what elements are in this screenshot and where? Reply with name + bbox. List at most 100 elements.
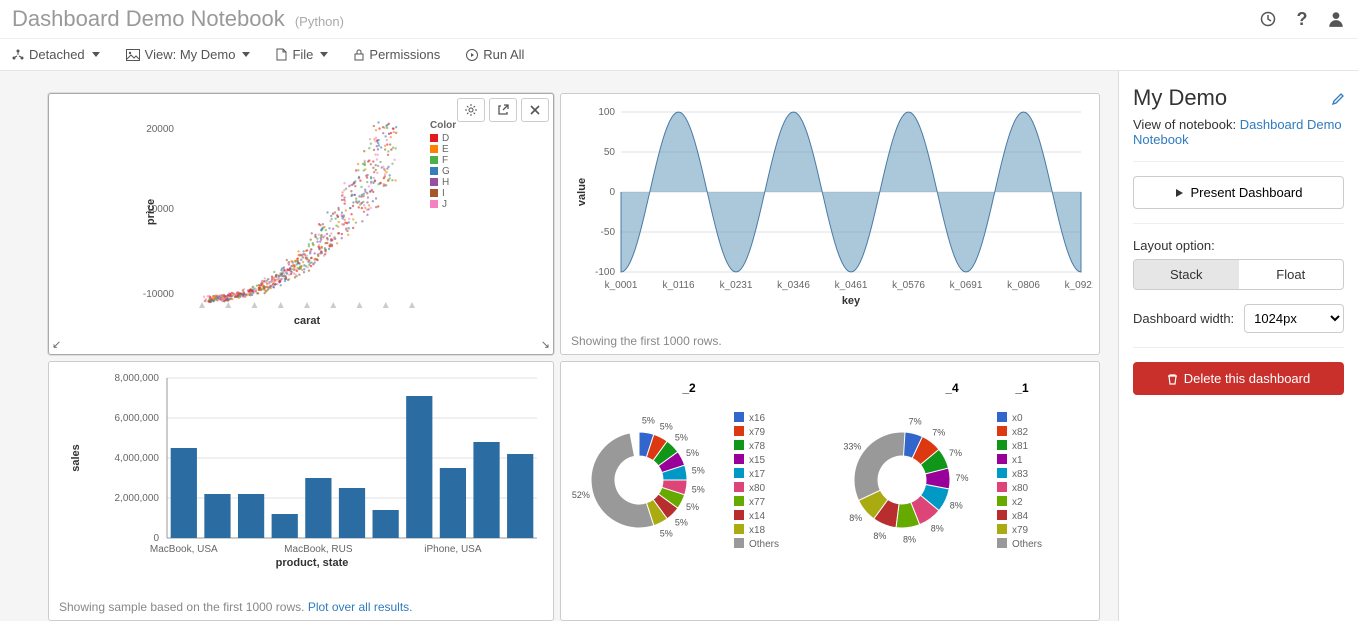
history-icon[interactable] [1258, 9, 1278, 29]
sidebar: My Demo View of notebook: Dashboard Demo… [1118, 71, 1358, 621]
layout-float-button[interactable]: Float [1239, 260, 1344, 289]
resize-handle-sw-icon[interactable]: ↙ [52, 338, 61, 351]
svg-text:E: E [442, 144, 449, 155]
svg-text:7%: 7% [932, 428, 945, 438]
plot-all-link[interactable]: Plot over all results. [308, 600, 413, 614]
svg-text:_1: _1 [1014, 381, 1029, 395]
svg-text:x80: x80 [1012, 483, 1029, 494]
svg-text:5%: 5% [692, 484, 705, 494]
play-icon [1174, 188, 1184, 198]
svg-text:2,000,000: 2,000,000 [115, 493, 160, 504]
svg-text:8%: 8% [849, 513, 862, 523]
view-of-notebook: View of notebook: Dashboard Demo Noteboo… [1133, 117, 1344, 147]
svg-text:8%: 8% [873, 531, 886, 541]
permissions-button[interactable]: Permissions [354, 47, 440, 62]
card-bar[interactable]: 02,000,0004,000,0006,000,0008,000,000Mac… [48, 361, 554, 621]
card-settings-button[interactable] [457, 98, 485, 122]
layout-option-label: Layout option: [1133, 238, 1344, 253]
card-donuts[interactable]: _25%5%5%5%5%5%5%5%5%52%x16x79x78x15x17x8… [560, 361, 1100, 621]
user-icon[interactable] [1326, 9, 1346, 29]
bar-chart: 02,000,0004,000,0006,000,0008,000,000Mac… [57, 370, 547, 590]
svg-text:Others: Others [1012, 539, 1042, 550]
svg-text:x14: x14 [749, 511, 766, 522]
svg-text:5%: 5% [675, 433, 688, 443]
svg-text:H: H [442, 177, 449, 188]
svg-text:-50: -50 [601, 227, 616, 238]
svg-text:x2: x2 [1012, 497, 1023, 508]
close-icon [530, 105, 540, 115]
svg-text:x0: x0 [1012, 413, 1023, 424]
svg-text:iPhone, USA: iPhone, USA [424, 544, 482, 555]
present-dashboard-button[interactable]: Present Dashboard [1133, 176, 1344, 209]
svg-text:k_0576: k_0576 [892, 280, 925, 291]
svg-text:k_0001: k_0001 [605, 280, 638, 291]
svg-text:I: I [442, 188, 445, 199]
svg-text:8,000,000: 8,000,000 [115, 373, 160, 384]
svg-text:k_0116: k_0116 [662, 280, 695, 291]
svg-text:Others: Others [749, 539, 779, 550]
card-sine[interactable]: -100-50050100k_0001k_0116k_0231k_0346k_0… [560, 93, 1100, 355]
svg-text:8%: 8% [903, 535, 916, 545]
svg-text:-10000: -10000 [143, 289, 175, 300]
popout-icon [497, 104, 509, 116]
svg-text:J: J [442, 199, 447, 210]
sine-chart: -100-50050100k_0001k_0116k_0231k_0346k_0… [569, 102, 1093, 320]
svg-text:0: 0 [153, 533, 159, 544]
dashboard-title: My Demo [1133, 85, 1344, 111]
svg-text:_2: _2 [681, 381, 696, 395]
gear-icon [465, 104, 477, 116]
layout-toggle: Stack Float [1133, 259, 1344, 290]
svg-text:x78: x78 [749, 441, 766, 452]
trash-icon [1167, 373, 1178, 385]
svg-text:x79: x79 [1012, 525, 1029, 536]
svg-text:7%: 7% [909, 416, 922, 426]
dashboard-canvas: 2000010000-10000pricecaratColorDEFGHIJ ↙… [0, 71, 1118, 621]
svg-text:x82: x82 [1012, 427, 1029, 438]
svg-text:x83: x83 [1012, 469, 1029, 480]
layout-stack-button[interactable]: Stack [1134, 260, 1239, 289]
svg-text:x1: x1 [1012, 455, 1023, 466]
svg-text:33%: 33% [843, 441, 861, 451]
svg-text:MacBook, RUS: MacBook, RUS [284, 544, 353, 555]
svg-text:50: 50 [604, 147, 616, 158]
svg-text:x80: x80 [749, 483, 766, 494]
resize-handle-se-icon[interactable]: ↘ [541, 338, 550, 351]
image-icon [126, 49, 140, 61]
svg-text:key: key [842, 295, 861, 307]
svg-text:5%: 5% [675, 517, 688, 527]
file-menu[interactable]: File [276, 47, 328, 62]
card-scatter[interactable]: 2000010000-10000pricecaratColorDEFGHIJ ↙… [48, 93, 554, 355]
svg-text:Color: Color [430, 120, 456, 131]
svg-text:-100: -100 [595, 267, 615, 278]
svg-text:k_0461: k_0461 [835, 280, 868, 291]
donut-chart-1: _25%5%5%5%5%5%5%5%5%52%x16x79x78x15x17x8… [569, 370, 828, 570]
svg-text:x84: x84 [1012, 511, 1029, 522]
toolbar: Detached View: My Demo File Permissions … [0, 39, 1358, 71]
svg-text:5%: 5% [686, 448, 699, 458]
edit-title-icon[interactable] [1332, 85, 1344, 111]
help-icon[interactable]: ? [1292, 9, 1312, 29]
main-area: 2000010000-10000pricecaratColorDEFGHIJ ↙… [0, 71, 1358, 621]
svg-text:8%: 8% [931, 524, 944, 534]
sine-caption: Showing the first 1000 rows. [571, 334, 722, 348]
lock-icon [354, 49, 364, 61]
notebook-language: (Python) [295, 14, 344, 29]
svg-text:carat: carat [294, 315, 321, 327]
run-all-button[interactable]: Run All [466, 47, 524, 62]
svg-text:x16: x16 [749, 413, 766, 424]
svg-text:5%: 5% [660, 528, 673, 538]
scatter-chart: 2000010000-10000pricecaratColorDEFGHIJ [57, 102, 547, 332]
svg-text:D: D [442, 133, 449, 144]
detached-menu[interactable]: Detached [12, 47, 100, 62]
dashboard-width-select[interactable]: 1024px [1244, 304, 1344, 333]
svg-text:52%: 52% [572, 490, 590, 500]
svg-text:k_0691: k_0691 [950, 280, 983, 291]
delete-dashboard-button[interactable]: Delete this dashboard [1133, 362, 1344, 395]
svg-text:x79: x79 [749, 427, 766, 438]
svg-text:price: price [145, 199, 157, 225]
view-menu[interactable]: View: My Demo [126, 47, 251, 62]
svg-text:4,000,000: 4,000,000 [115, 453, 160, 464]
card-popout-button[interactable] [489, 98, 517, 122]
svg-text:20000: 20000 [146, 124, 174, 135]
card-close-button[interactable] [521, 98, 549, 122]
